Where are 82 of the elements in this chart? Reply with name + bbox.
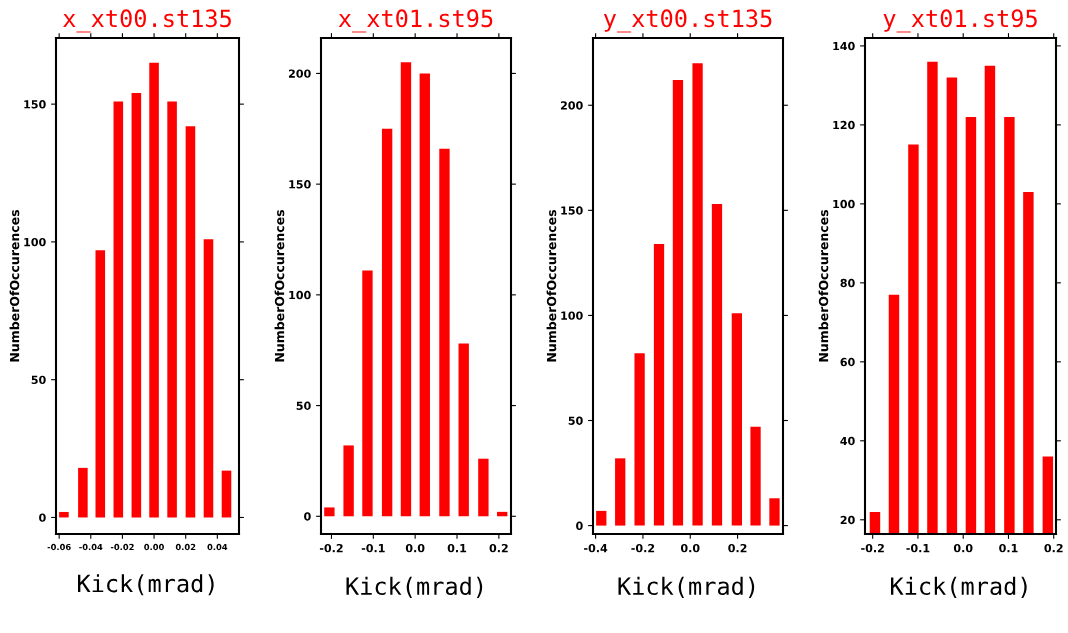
bar xyxy=(750,426,761,526)
y-tick-label: 150 xyxy=(289,180,311,189)
chart-title: y_xt00.st135 xyxy=(603,9,772,33)
bar xyxy=(149,62,159,518)
bar xyxy=(615,458,626,526)
bar xyxy=(381,128,393,517)
x-tick-label: -0.1 xyxy=(361,543,385,553)
bar xyxy=(692,63,703,526)
y-tick-label: 100 xyxy=(24,237,46,247)
bar xyxy=(203,239,214,518)
bar xyxy=(596,510,607,526)
x-axis-title: Kick(mrad) xyxy=(891,576,1027,598)
x-tick-label: -0.4 xyxy=(584,543,608,553)
bar xyxy=(439,148,450,517)
bar xyxy=(343,445,354,517)
x-tick-label: 0.2 xyxy=(728,543,747,553)
bar xyxy=(59,511,69,518)
chart-title: y_xt01.st95 xyxy=(883,9,1037,33)
y-tick-label: 100 xyxy=(561,311,583,320)
y-tick-label: 50 xyxy=(296,401,311,410)
y-axis-title: NumberOfOccurences xyxy=(9,209,20,362)
y-tick-label: 50 xyxy=(568,416,583,425)
y-tick-label: 150 xyxy=(24,100,46,109)
bar xyxy=(400,62,412,517)
y-tick-label: 80 xyxy=(840,278,855,288)
y-tick-label: 20 xyxy=(840,515,855,525)
y-axis-title: NumberOfOccurences xyxy=(546,209,557,362)
y-tick-label: 100 xyxy=(833,199,855,209)
bar xyxy=(731,313,742,526)
bar xyxy=(221,470,232,518)
y-tick-label: 200 xyxy=(560,101,583,110)
bar xyxy=(78,467,88,518)
x-axis-title: Kick(mrad) xyxy=(618,576,755,598)
x-tick-label: -0.2 xyxy=(319,543,343,553)
x-tick-label: 0.0 xyxy=(953,543,973,553)
y-axis-title: NumberOfOccurences xyxy=(274,209,285,362)
x-tick-label: 0.2 xyxy=(489,543,508,553)
x-tick-label: -0.04 xyxy=(79,543,103,551)
y-tick-label: 50 xyxy=(31,375,46,385)
bar xyxy=(131,93,142,518)
x-tick-label: 0.1 xyxy=(447,543,467,553)
bar xyxy=(478,458,489,517)
chart-title: x_xt01.st95 xyxy=(338,9,493,33)
bar xyxy=(458,343,469,517)
bar xyxy=(362,270,373,517)
bar xyxy=(711,204,723,526)
bar xyxy=(113,101,124,518)
x-axis-title: Kick(mrad) xyxy=(346,576,483,598)
bar xyxy=(634,353,645,526)
x-tick-label: 0.2 xyxy=(1044,543,1063,553)
y-tick-label: 150 xyxy=(561,206,583,215)
x-tick-label: 0.0 xyxy=(680,543,700,553)
x-tick-label: -0.02 xyxy=(110,543,134,551)
x-tick-label: -0.1 xyxy=(906,543,930,553)
x-tick-label: -0.06 xyxy=(47,543,71,551)
bar xyxy=(653,243,665,526)
bar xyxy=(672,80,684,526)
bar xyxy=(167,101,177,518)
x-axis-title: Kick(mrad) xyxy=(78,574,214,596)
y-tick-label: 0 xyxy=(39,513,46,522)
bar xyxy=(419,73,430,517)
y-tick-label: 0 xyxy=(576,521,583,530)
x-tick-label: 0.04 xyxy=(207,543,228,551)
y-tick-label: 100 xyxy=(289,290,311,300)
bar xyxy=(769,498,780,526)
y-tick-label: 60 xyxy=(840,357,855,367)
bar xyxy=(95,250,106,518)
chart-title: x_xt00.st135 xyxy=(63,9,231,33)
y-tick-label: 40 xyxy=(840,436,855,446)
x-tick-label: 0.02 xyxy=(175,543,196,551)
x-tick-label: 0.0 xyxy=(405,543,425,553)
y-tick-label: 0 xyxy=(304,512,311,521)
bar xyxy=(324,507,335,517)
x-tick-label: -0.2 xyxy=(631,543,655,553)
y-tick-label: 200 xyxy=(288,69,311,78)
y-tick-label: 140 xyxy=(833,41,855,51)
x-tick-label: 0.00 xyxy=(144,543,164,551)
y-tick-label: 120 xyxy=(833,120,855,130)
y-axis-title: NumberOfOccurences xyxy=(818,209,829,362)
bar xyxy=(185,126,196,518)
x-tick-label: 0.1 xyxy=(999,543,1018,553)
x-tick-label: -0.2 xyxy=(861,543,884,553)
